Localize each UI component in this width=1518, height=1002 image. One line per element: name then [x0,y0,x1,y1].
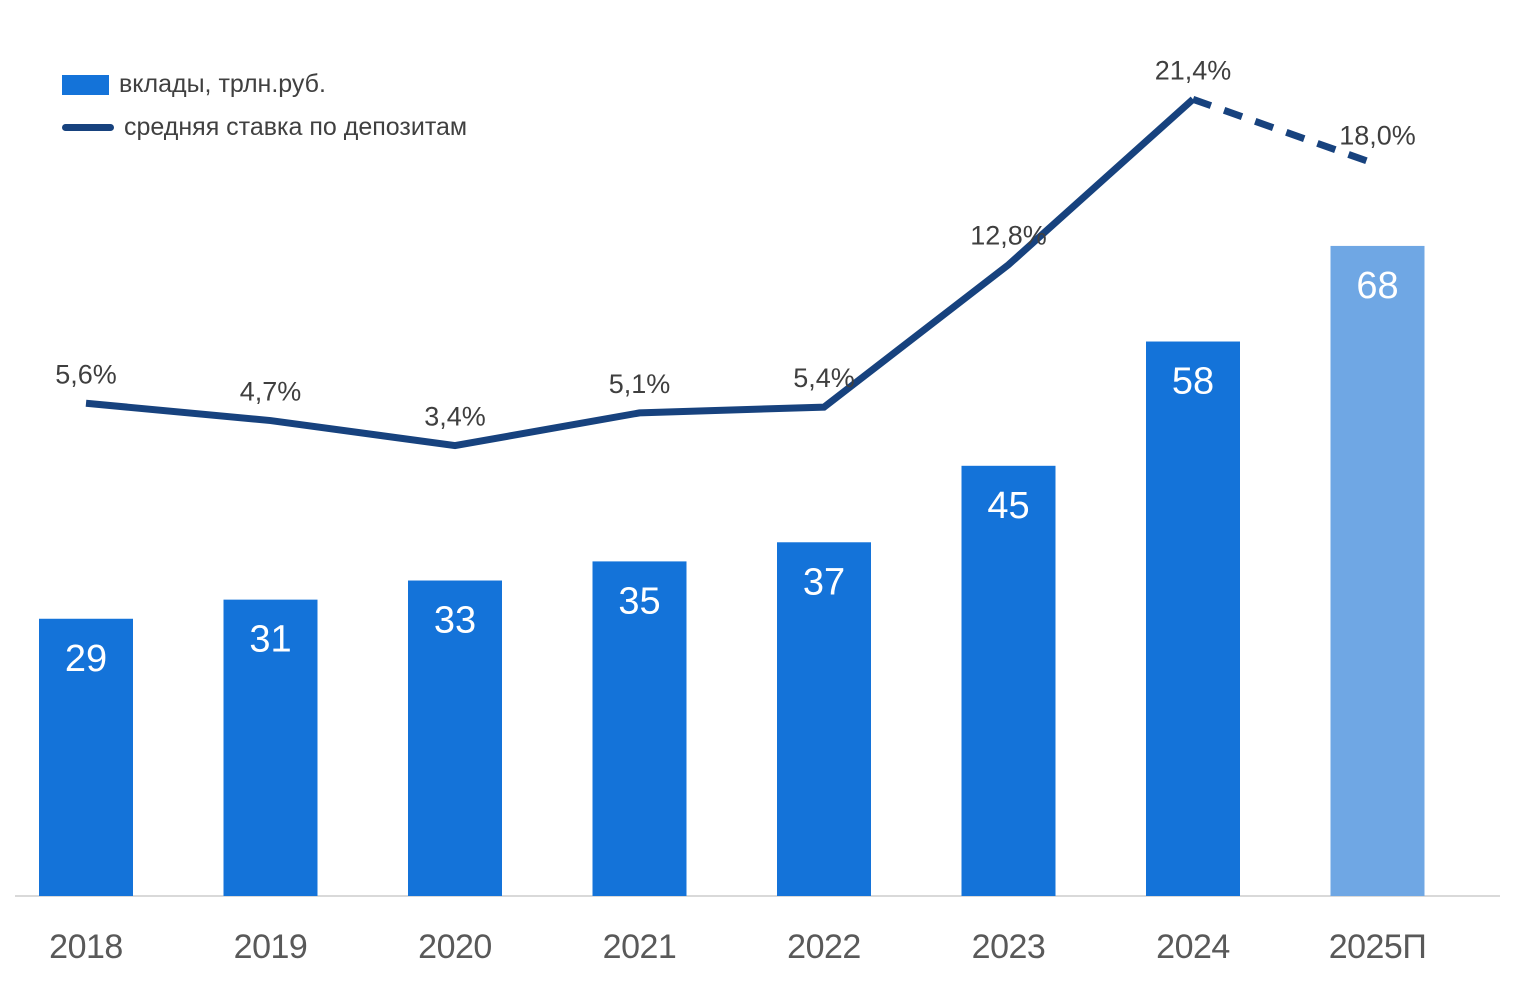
x-axis-label-2019: 2019 [234,928,308,966]
legend-bar-swatch-icon [62,74,109,95]
bar-2018 [39,618,133,896]
bar-value-label-2021: 35 [618,580,660,622]
legend-item-rate: средняя ставка по депозитам [62,113,467,142]
legend-label-rate: средняя ставка по депозитам [124,113,468,141]
bar-value-label-2025П: 68 [1356,265,1398,307]
rate-point-label-2019: 4,7% [240,377,302,407]
x-axis-label-2021: 2021 [603,928,677,966]
bar-2023 [961,465,1056,896]
legend: вклады, трлн.руб. средняя ставка по депо… [62,70,467,142]
rate-point-label-2021: 5,1% [609,369,671,399]
bar-value-label-2018: 29 [65,638,107,680]
legend-label-deposits: вклады, трлн.руб. [119,70,326,98]
bar-2020 [408,580,502,896]
bar-2021 [592,561,687,896]
x-axis-label-2022: 2022 [787,928,861,966]
bar-value-label-2019: 31 [249,619,291,661]
bar-value-label-2023: 45 [987,485,1029,527]
bar-2024 [1146,341,1240,896]
x-axis-label-2020: 2020 [418,928,492,966]
legend-line-swatch-icon [62,124,114,131]
x-axis-label-2024: 2024 [1156,928,1230,966]
x-axis-label-2018: 2018 [49,928,123,966]
x-axis-label-2023: 2023 [972,928,1046,966]
bar-value-label-2024: 58 [1172,361,1214,403]
rate-point-label-2022: 5,4% [793,363,855,393]
deposit-rate-line [85,96,1196,450]
rate-point-label-2018: 5,6% [55,359,117,389]
rate-point-label-2025П: 18,0% [1339,121,1416,151]
rate-point-label-2020: 3,4% [424,402,486,432]
bar-2019 [223,599,318,896]
bar-value-label-2020: 33 [434,600,476,642]
x-axis-label-2025П: 2025П [1329,928,1427,966]
rate-point-label-2023: 12,8% [970,221,1047,251]
bar-2025П [1330,245,1425,897]
rate-point-label-2024: 21,4% [1155,55,1232,85]
legend-item-deposits: вклады, трлн.руб. [62,70,467,99]
bar-2022 [777,542,871,896]
bar-value-label-2022: 37 [803,561,845,603]
